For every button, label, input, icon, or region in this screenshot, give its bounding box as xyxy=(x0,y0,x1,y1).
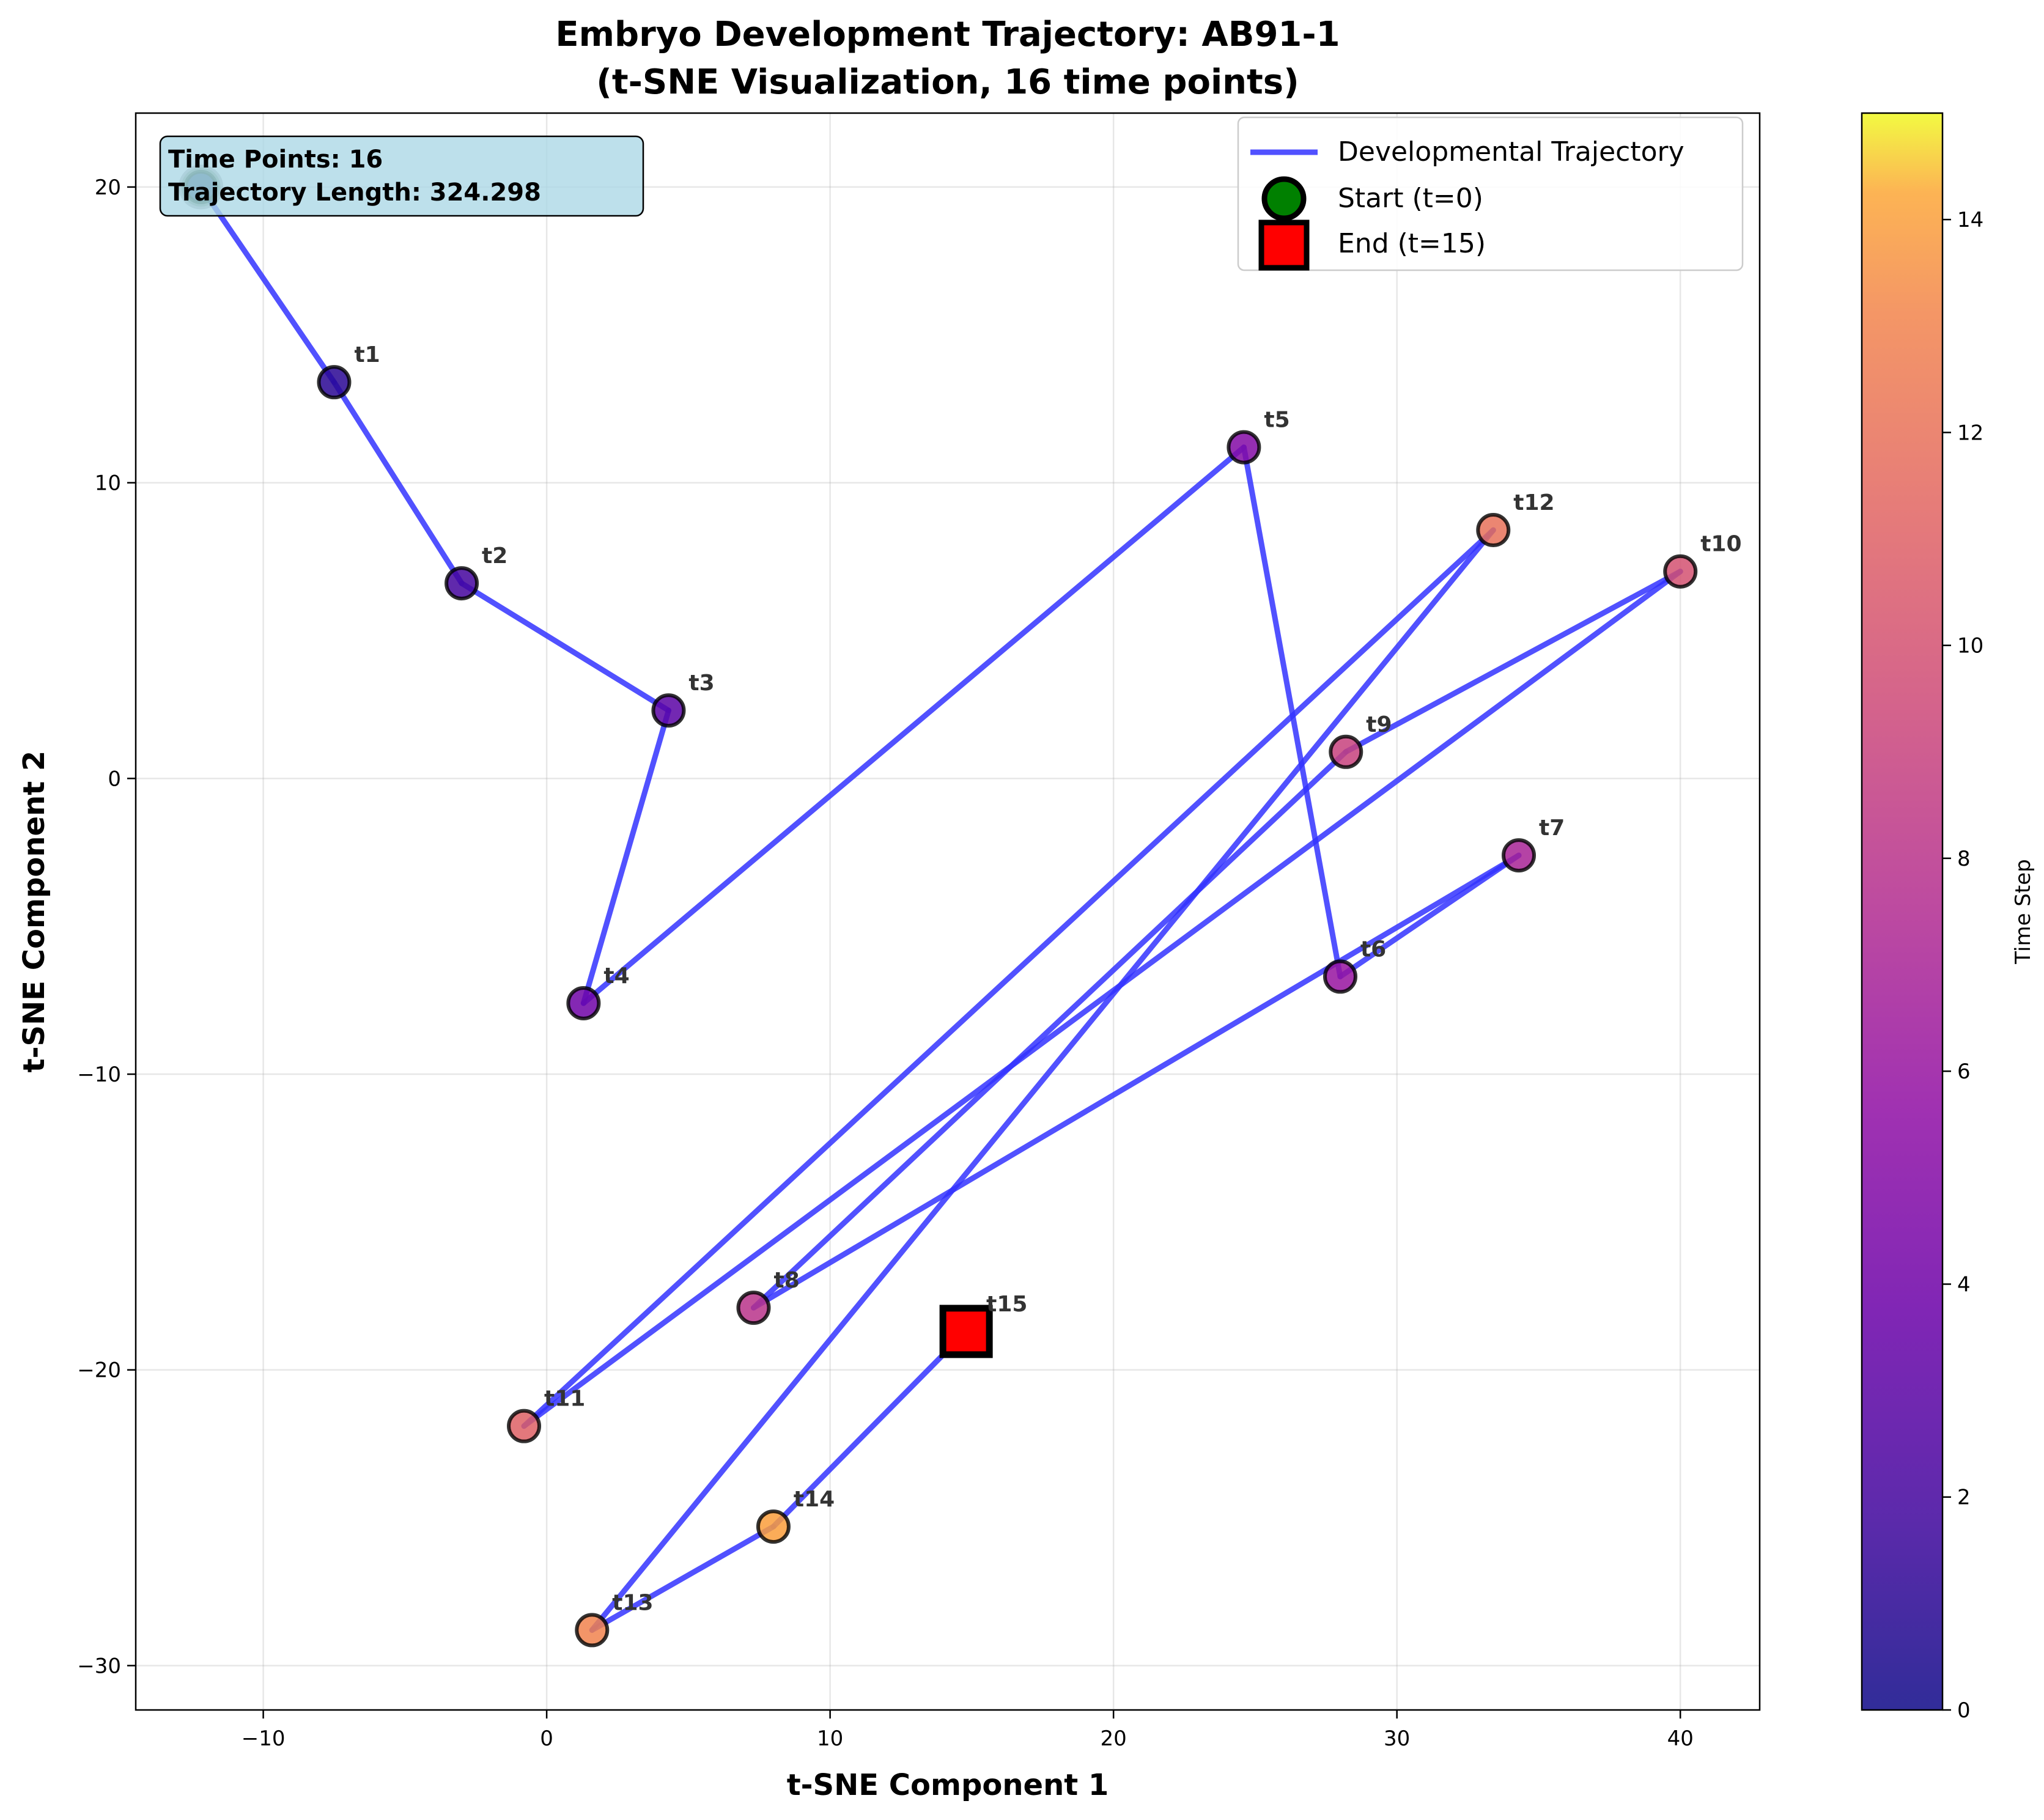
end-marker xyxy=(939,1305,993,1358)
trajectory-point xyxy=(1323,959,1357,994)
x-tick-label: 0 xyxy=(540,1726,553,1751)
point-label: t13 xyxy=(612,1590,653,1615)
trajectory-points xyxy=(179,164,1698,1648)
colorbar-tick-label: 4 xyxy=(1957,1272,1971,1297)
trajectory-segment xyxy=(1241,444,1343,979)
point-label: t5 xyxy=(1264,408,1289,433)
trajectory-point xyxy=(507,1409,542,1443)
x-axis-label: t-SNE Component 1 xyxy=(787,1768,1109,1802)
colorbar-tick-label: 2 xyxy=(1957,1486,1971,1510)
trajectory-segment xyxy=(589,1523,777,1633)
chart-title-line2: (t-SNE Visualization, 16 time points) xyxy=(596,62,1299,102)
trajectory-segment xyxy=(521,527,1496,1429)
trajectory-segment xyxy=(521,569,1683,1429)
x-tick-label: 10 xyxy=(817,1726,843,1751)
plot-background xyxy=(136,113,1760,1710)
trajectory-point xyxy=(566,986,601,1020)
trajectory-point xyxy=(575,1613,610,1648)
trajectory-point xyxy=(1502,838,1537,873)
legend-label-start: Start (t=0) xyxy=(1338,183,1483,214)
trajectory-point xyxy=(651,693,686,728)
grid xyxy=(136,113,1760,1710)
point-label: t11 xyxy=(544,1387,585,1412)
plot-area: −10 0 10 20 30 40 −30 −20 −10 0 10 20 t1 t2 t3 t4 t5 t6… xyxy=(77,112,1761,1751)
x-tick-label: 30 xyxy=(1384,1726,1410,1751)
trajectory-point xyxy=(1329,734,1363,769)
colorbar-gradient xyxy=(1861,112,1944,1711)
trajectory-point xyxy=(1476,513,1511,548)
point-label: t12 xyxy=(1513,490,1554,515)
trajectory-point xyxy=(1227,430,1261,465)
trajectory-segment xyxy=(750,749,1349,1311)
point-label: t7 xyxy=(1539,816,1565,841)
trajectory-segment xyxy=(770,1328,969,1530)
trajectory-segment xyxy=(750,852,1522,1311)
info-box: Time Points: 16 Trajectory Length: 324.2… xyxy=(159,135,644,217)
y-tick-label: 0 xyxy=(108,767,121,791)
y-tick-label: −20 xyxy=(77,1358,121,1383)
y-axis-ticks: −30 −20 −10 0 10 20 xyxy=(77,175,136,1678)
point-label: t14 xyxy=(794,1487,835,1512)
trajectory-segment xyxy=(589,527,1496,1633)
trajectory-segment xyxy=(580,444,1247,1006)
trajectory-segment xyxy=(459,580,671,713)
legend-label-end: End (t=15) xyxy=(1338,228,1486,259)
legend-marker-start-circle xyxy=(1261,176,1307,221)
info-box-background xyxy=(159,135,644,217)
colorbar-tick-label: 14 xyxy=(1957,208,1983,232)
chart-title-line1: Embryo Development Trajectory: AB91-1 xyxy=(555,15,1340,54)
point-label: t2 xyxy=(482,543,507,569)
colorbar-ticks: 0 2 4 6 8 10 12 14 xyxy=(1943,208,1983,1723)
plot-frame xyxy=(135,112,1761,1711)
x-tick-label: −10 xyxy=(242,1726,286,1751)
y-tick-label: 20 xyxy=(95,175,121,200)
y-tick-label: −10 xyxy=(77,1063,121,1087)
point-label: t3 xyxy=(688,671,714,696)
legend: Developmental Trajectory Start (t=0) End… xyxy=(1237,116,1744,271)
trajectory-point xyxy=(1663,554,1698,589)
legend-label-trajectory: Developmental Trajectory xyxy=(1338,136,1684,168)
point-label: t4 xyxy=(603,963,629,989)
point-labels: t1 t2 t3 t4 t5 t6 t7 t8 t9 t10 t11 t12 t13 t14 t15 xyxy=(354,342,1741,1615)
colorbar-tick-label: 8 xyxy=(1957,847,1971,871)
point-label: t15 xyxy=(986,1292,1027,1317)
colorbar-tick-label: 12 xyxy=(1957,421,1983,445)
point-label: t9 xyxy=(1366,712,1392,737)
legend-marker-end-square xyxy=(1258,219,1310,271)
colorbar-tick-label: 6 xyxy=(1957,1059,1971,1084)
trajectory-segment xyxy=(331,379,465,586)
y-tick-label: −30 xyxy=(77,1654,121,1678)
info-box-line1: Time Points: 16 xyxy=(168,146,383,174)
legend-frame xyxy=(1237,116,1744,271)
colorbar-tick-label: 10 xyxy=(1957,634,1983,658)
colorbar-label: Time Step xyxy=(2011,859,2035,964)
point-label: t1 xyxy=(354,342,380,367)
point-label: t10 xyxy=(1700,532,1741,557)
trajectory-point xyxy=(317,365,352,400)
y-tick-label: 10 xyxy=(95,471,121,496)
info-box-line2: Trajectory Length: 324.298 xyxy=(168,179,541,207)
x-axis-ticks: −10 0 10 20 30 40 xyxy=(242,1710,1694,1751)
point-label: t6 xyxy=(1360,937,1386,962)
trajectory-segment xyxy=(198,184,337,385)
trajectory-point xyxy=(445,566,479,601)
x-tick-label: 40 xyxy=(1667,1726,1694,1751)
trajectory-segment xyxy=(1343,569,1683,755)
point-label: t8 xyxy=(773,1268,799,1293)
y-axis-label: t-SNE Component 2 xyxy=(17,751,51,1073)
trajectory-lines xyxy=(198,184,1683,1633)
trajectory-point xyxy=(756,1509,791,1544)
trajectory-segment xyxy=(580,707,671,1006)
trajectory-point xyxy=(736,1291,771,1325)
colorbar-tick-label: 0 xyxy=(1957,1698,1971,1723)
colorbar: 0 2 4 6 8 10 12 14 Time Step xyxy=(1861,112,2035,1723)
x-tick-label: 20 xyxy=(1101,1726,1127,1751)
